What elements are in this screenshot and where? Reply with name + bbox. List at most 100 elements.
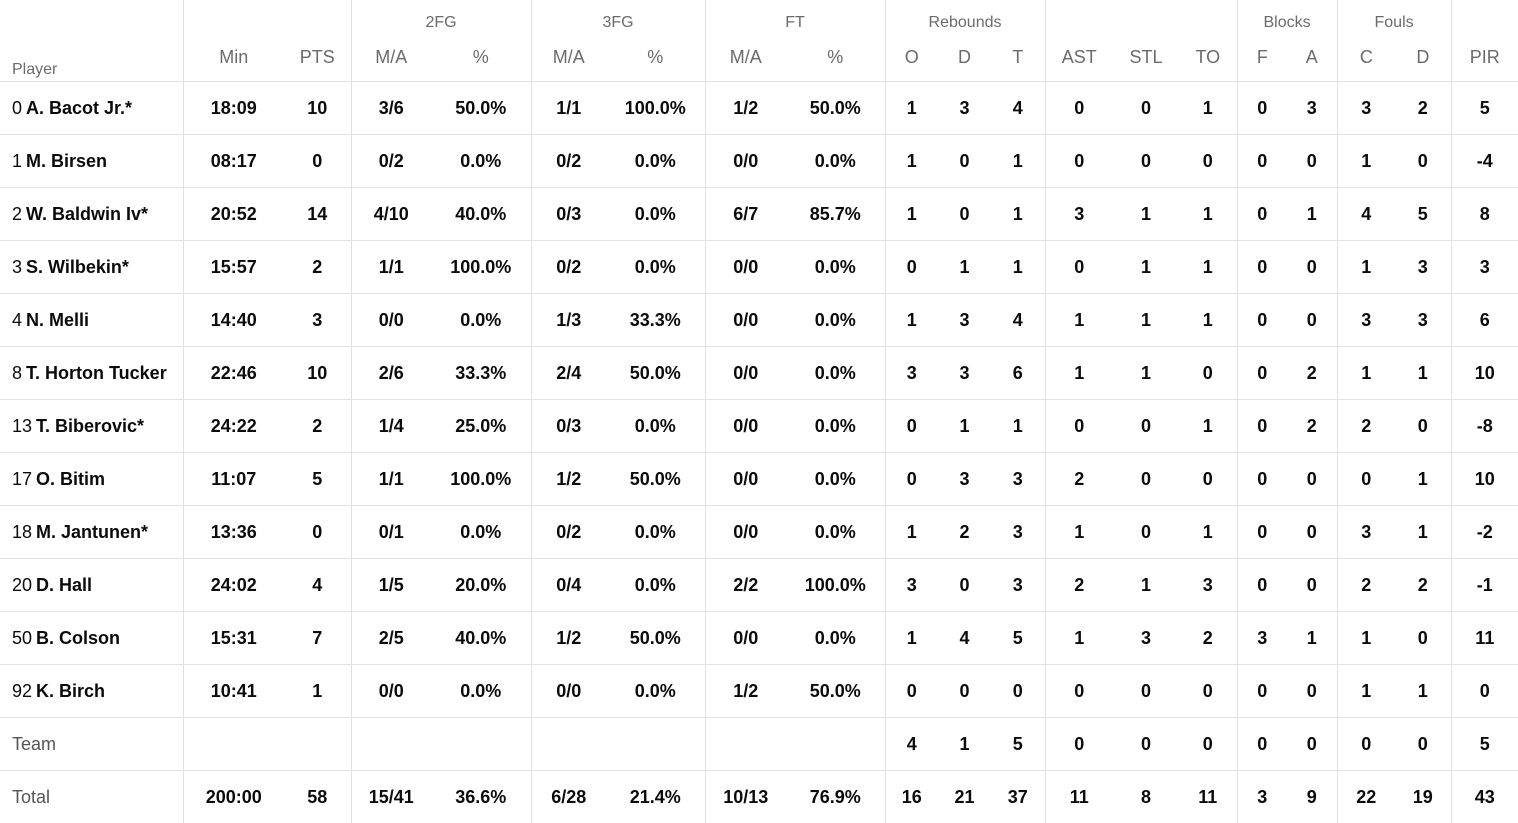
- player-name[interactable]: M. Birsen: [26, 151, 107, 171]
- cell-ft-pct: 50.0%: [786, 82, 885, 135]
- header-reb-t[interactable]: T: [991, 34, 1045, 82]
- cell-2fg-pct: 40.0%: [431, 612, 531, 665]
- player-name[interactable]: W. Baldwin Iv*: [26, 204, 148, 224]
- header-player[interactable]: Player: [0, 0, 183, 82]
- player-name[interactable]: T. Biberovic*: [36, 416, 144, 436]
- header-ast[interactable]: AST: [1045, 34, 1113, 82]
- cell-3fg-pct: 0.0%: [606, 400, 705, 453]
- header-pir[interactable]: PIR: [1451, 34, 1518, 82]
- cell-reb-d: 1: [938, 400, 991, 453]
- cell-blk-a: 0: [1287, 294, 1337, 347]
- cell-2fg-pct: 33.3%: [431, 347, 531, 400]
- player-name[interactable]: O. Bitim: [36, 469, 105, 489]
- cell-min: 13:36: [183, 506, 284, 559]
- cell-foul-c: 3: [1337, 506, 1395, 559]
- cell-ft-pct: 0.0%: [786, 506, 885, 559]
- header-foul-d[interactable]: D: [1395, 34, 1451, 82]
- cell-2fg-ma: 4/10: [351, 188, 431, 241]
- cell-2fg-ma: [351, 718, 431, 771]
- player-name[interactable]: B. Colson: [36, 628, 120, 648]
- cell-pts: 5: [284, 453, 351, 506]
- cell-foul-d: 3: [1395, 294, 1451, 347]
- cell-pir: 10: [1451, 347, 1518, 400]
- cell-ft-pct: 0.0%: [786, 453, 885, 506]
- header-to[interactable]: TO: [1179, 34, 1237, 82]
- cell-reb-o: 1: [885, 135, 938, 188]
- header-blk-a[interactable]: A: [1287, 34, 1337, 82]
- cell-blk-a: 0: [1287, 506, 1337, 559]
- header-stl[interactable]: STL: [1113, 34, 1179, 82]
- cell-ast: 0: [1045, 82, 1113, 135]
- player-number: 20: [12, 575, 32, 595]
- cell-foul-d: 0: [1395, 400, 1451, 453]
- cell-3fg-ma: 0/3: [531, 188, 606, 241]
- player-name[interactable]: A. Bacot Jr.*: [26, 98, 132, 118]
- cell-2fg-pct: 36.6%: [431, 771, 531, 823]
- player-name[interactable]: M. Jantunen*: [36, 522, 148, 542]
- cell-2fg-ma: 3/6: [351, 82, 431, 135]
- header-ft-pct[interactable]: %: [786, 34, 885, 82]
- player-name[interactable]: D. Hall: [36, 575, 92, 595]
- header-foul-c[interactable]: C: [1337, 34, 1395, 82]
- cell-stl: 1: [1113, 347, 1179, 400]
- header-min[interactable]: Min: [183, 34, 284, 82]
- cell-reb-d: 3: [938, 82, 991, 135]
- header-reb-d[interactable]: D: [938, 34, 991, 82]
- header-group-row: Player 2FG 3FG FT Rebounds Blocks Fouls: [0, 0, 1518, 34]
- cell-3fg-ma: 0/3: [531, 400, 606, 453]
- header-column-row: Min PTS M/A % M/A % M/A % O D T AST STL …: [0, 34, 1518, 82]
- header-3fg-pct[interactable]: %: [606, 34, 705, 82]
- cell-reb-t: 3: [991, 506, 1045, 559]
- cell-stl: 0: [1113, 506, 1179, 559]
- cell-pir: 8: [1451, 188, 1518, 241]
- header-pts[interactable]: PTS: [284, 34, 351, 82]
- player-number: 17: [12, 469, 32, 489]
- cell-ft-pct: 0.0%: [786, 294, 885, 347]
- cell-stl: 1: [1113, 294, 1179, 347]
- cell-ft-ma: 6/7: [705, 188, 786, 241]
- cell-ft-pct: 0.0%: [786, 135, 885, 188]
- cell-foul-c: 3: [1337, 82, 1395, 135]
- header-2fg-ma[interactable]: M/A: [351, 34, 431, 82]
- total-row: Total 200:00 58 15/41 36.6% 6/28 21.4% 1…: [0, 771, 1518, 823]
- cell-pir: 6: [1451, 294, 1518, 347]
- cell-reb-o: 1: [885, 294, 938, 347]
- header-blk-f[interactable]: F: [1237, 34, 1287, 82]
- cell-foul-d: 0: [1395, 135, 1451, 188]
- cell-foul-d: 19: [1395, 771, 1451, 823]
- header-2fg-pct[interactable]: %: [431, 34, 531, 82]
- cell-3fg-ma: [531, 718, 606, 771]
- player-name[interactable]: S. Wilbekin*: [26, 257, 129, 277]
- header-reb-o[interactable]: O: [885, 34, 938, 82]
- cell-reb-o: 3: [885, 559, 938, 612]
- cell-pir: -1: [1451, 559, 1518, 612]
- cell-3fg-ma: 0/4: [531, 559, 606, 612]
- player-name[interactable]: T. Horton Tucker: [26, 363, 167, 383]
- cell-pts: 1: [284, 665, 351, 718]
- header-ft-ma[interactable]: M/A: [705, 34, 786, 82]
- player-name[interactable]: N. Melli: [26, 310, 89, 330]
- cell-ft-pct: 76.9%: [786, 771, 885, 823]
- cell-2fg-ma: 1/1: [351, 453, 431, 506]
- cell-ft-pct: 0.0%: [786, 400, 885, 453]
- player-name[interactable]: K. Birch: [36, 681, 105, 701]
- cell-blk-f: 0: [1237, 188, 1287, 241]
- cell-reb-t: 1: [991, 241, 1045, 294]
- header-3fg-ma[interactable]: M/A: [531, 34, 606, 82]
